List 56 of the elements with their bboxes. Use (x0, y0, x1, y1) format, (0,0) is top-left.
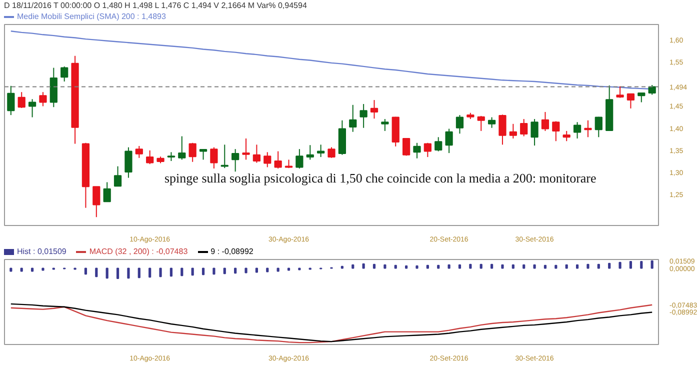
candlestick (626, 93, 635, 109)
candlestick (18, 92, 26, 108)
candlestick (28, 98, 36, 118)
legend-label: Hist : 0,01509 (17, 247, 66, 256)
legend-label: 9 : -0,08992 (210, 247, 254, 256)
candlestick (488, 116, 496, 128)
candlestick (124, 146, 132, 178)
candlestick (242, 138, 250, 160)
candlestick (178, 136, 186, 160)
candlestick (413, 142, 421, 159)
candlestick (199, 148, 208, 160)
candlestick (60, 66, 68, 82)
candlestick (456, 114, 464, 134)
candlestick (232, 148, 240, 172)
candlestick (616, 86, 624, 98)
candlestick (562, 130, 570, 142)
candlestick (92, 186, 100, 218)
candlestick (252, 144, 261, 164)
candlestick (520, 118, 528, 137)
annotation: spinge sulla soglia psicologica di 1,50 che coincide con la media a 200: monitorare (164, 170, 596, 186)
candlestick (584, 120, 592, 138)
candlestick (424, 142, 432, 158)
candlestick (434, 136, 442, 152)
candlestick (135, 145, 143, 158)
candlestick (594, 116, 602, 138)
candlestick (264, 152, 272, 168)
candlestick (573, 122, 582, 139)
candlestick (296, 148, 304, 170)
candlestick (477, 115, 485, 132)
candlestick (210, 146, 218, 170)
candlestick (402, 138, 410, 156)
candlestick (39, 92, 47, 107)
candlestick (509, 123, 517, 139)
candlestick (530, 118, 538, 146)
candlestick (306, 144, 314, 160)
legend-label: MACD (32 , 200) : -0,07483 (89, 247, 188, 256)
candlestick (103, 182, 111, 202)
candlestick (445, 128, 453, 154)
candlestick (328, 146, 336, 158)
candlestick (498, 114, 506, 146)
candlestick (146, 150, 154, 165)
candlestick (360, 104, 368, 128)
candlestick (274, 150, 282, 170)
legend-label: Medie Mobili Semplici (SMA) 200 : 1,4893 (17, 12, 166, 21)
candlestick (541, 111, 550, 132)
candlestick (220, 144, 228, 169)
candlestick (349, 104, 357, 132)
candlestick (188, 142, 196, 162)
candlestick (552, 120, 560, 142)
chart-subtitle: D 18/11/2016 T 00:00:00 O 1,480 H 1,498 L 1,476 C 1,494 V 2,1664 M Var% 0,94594 (4, 0, 307, 11)
candlestick (114, 166, 122, 187)
candlestick (7, 85, 15, 116)
candlestick (370, 100, 378, 120)
candlestick (381, 118, 389, 132)
candlestick (317, 144, 325, 158)
candlestick (638, 92, 646, 103)
